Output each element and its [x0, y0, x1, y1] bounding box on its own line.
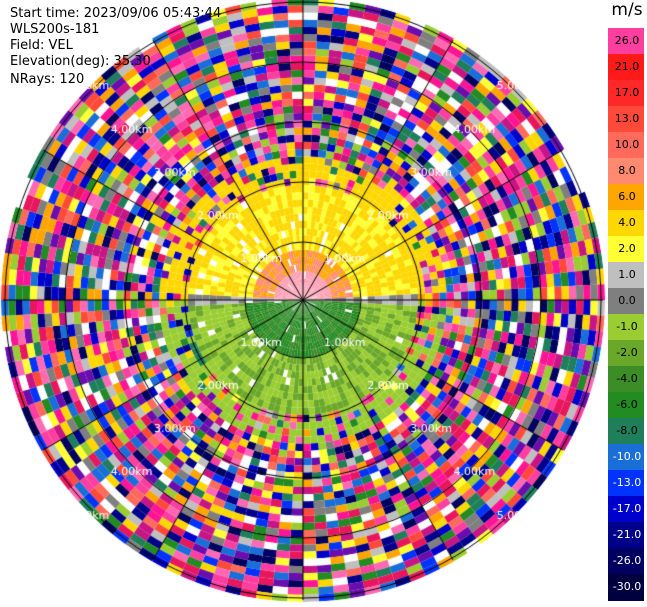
colorbar-tick-label: 17.0	[614, 86, 640, 99]
colorbar-tick-label: -8.0	[616, 424, 638, 437]
colorbar-tick-label: -10.0	[612, 450, 642, 463]
colorbar-swatch	[608, 314, 644, 341]
colorbar-tick-label: 21.0	[614, 60, 640, 73]
colorbar-tick-label: 26.0	[614, 34, 640, 47]
colorbar-swatch	[608, 80, 644, 107]
colorbar-unit: m/s	[611, 0, 643, 20]
colorbar-tick-label: -26.0	[612, 554, 642, 567]
colorbar-swatch	[608, 470, 644, 497]
colorbar-swatch	[608, 574, 644, 601]
colorbar-swatch	[608, 262, 644, 289]
colorbar-swatch	[608, 548, 644, 575]
colorbar-tick-label: -13.0	[612, 476, 642, 489]
colorbar-tick-label: 2.0	[618, 242, 636, 255]
colorbar-tick-label: -21.0	[612, 528, 642, 541]
colorbar-tick-label: 0.0	[618, 294, 636, 307]
colorbar-swatch	[608, 522, 644, 549]
velocity-colorbar	[608, 28, 644, 601]
colorbar-tick-label: 13.0	[614, 112, 640, 125]
colorbar-swatch	[608, 496, 644, 523]
colorbar-swatch	[608, 236, 644, 263]
colorbar-tick-label: -30.0	[612, 580, 642, 593]
colorbar-tick-label: -2.0	[616, 346, 638, 359]
colorbar-swatch	[608, 132, 644, 159]
colorbar-tick-label: 1.0	[618, 268, 636, 281]
colorbar-swatch	[608, 210, 644, 237]
colorbar-swatch	[608, 444, 644, 471]
colorbar-tick-label: 10.0	[614, 138, 640, 151]
scan-info: Start time: 2023/09/06 05:43:44 WLS200s-…	[10, 6, 221, 88]
colorbar-swatch	[608, 392, 644, 419]
colorbar-swatch	[608, 28, 644, 55]
colorbar-swatch	[608, 366, 644, 393]
colorbar-swatch	[608, 106, 644, 133]
colorbar-swatch	[608, 158, 644, 185]
colorbar-tick-label: 4.0	[618, 216, 636, 229]
colorbar-tick-label: -1.0	[616, 320, 638, 333]
colorbar-tick-label: -4.0	[616, 372, 638, 385]
instrument-text: WLS200s-181	[10, 22, 100, 37]
colorbar-tick-label: -6.0	[616, 398, 638, 411]
colorbar-tick-label: 8.0	[618, 164, 636, 177]
start-time-text: Start time: 2023/09/06 05:43:44	[10, 6, 222, 21]
colorbar-tick-label: 6.0	[618, 190, 636, 203]
colorbar-swatch	[608, 184, 644, 211]
colorbar-swatch	[608, 54, 644, 81]
elevation-text: Elevation(deg): 35.30	[10, 54, 151, 69]
nrays-text: NRays: 120	[10, 72, 85, 87]
field-text: Field: VEL	[10, 38, 73, 53]
colorbar-swatch	[608, 418, 644, 445]
colorbar-swatch	[608, 340, 644, 367]
colorbar-tick-label: -17.0	[612, 502, 642, 515]
colorbar-swatch	[608, 288, 644, 315]
